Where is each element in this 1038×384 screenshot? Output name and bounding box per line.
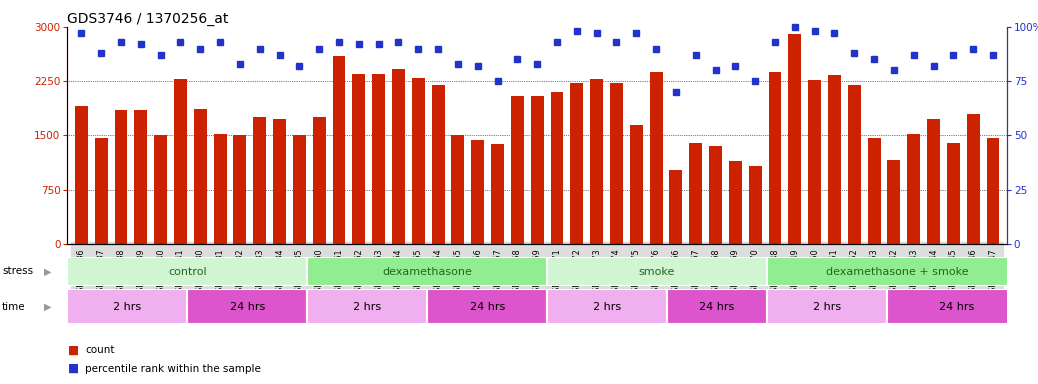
Text: 2 hrs: 2 hrs — [813, 302, 841, 312]
Bar — [907, 134, 920, 244]
Bar — [511, 96, 524, 244]
Text: 2 hrs: 2 hrs — [353, 302, 381, 312]
Bar — [670, 170, 682, 244]
Bar — [312, 117, 326, 244]
Bar — [155, 135, 167, 244]
Bar — [689, 143, 702, 244]
Bar — [174, 79, 187, 244]
Bar — [887, 160, 900, 244]
Bar — [452, 136, 464, 244]
Bar — [828, 74, 841, 244]
Bar — [491, 144, 504, 244]
Bar — [868, 137, 880, 244]
Text: control: control — [168, 266, 207, 277]
Text: 2 hrs: 2 hrs — [113, 302, 141, 312]
Text: stress: stress — [2, 266, 33, 276]
Bar — [630, 124, 643, 244]
Bar — [75, 106, 88, 244]
Bar — [966, 114, 980, 244]
Bar — [709, 146, 722, 244]
Bar — [789, 34, 801, 244]
Bar — [729, 161, 742, 244]
Bar — [591, 79, 603, 244]
Bar — [67, 289, 188, 324]
Bar — [194, 109, 207, 244]
Bar — [570, 83, 583, 244]
Bar — [392, 69, 405, 244]
Bar — [927, 119, 940, 244]
Text: ▶: ▶ — [44, 302, 51, 312]
Bar — [412, 78, 425, 244]
Bar — [352, 74, 365, 244]
Bar — [307, 289, 428, 324]
Bar — [234, 136, 246, 244]
Bar — [293, 135, 306, 244]
Text: ■: ■ — [67, 344, 79, 357]
Bar — [767, 257, 1027, 286]
Bar — [94, 137, 108, 244]
Text: 24 hrs: 24 hrs — [469, 302, 504, 312]
Bar — [373, 74, 385, 244]
Text: count: count — [85, 345, 114, 355]
Bar — [428, 289, 547, 324]
Bar — [134, 110, 147, 244]
Bar — [947, 143, 960, 244]
Bar — [550, 92, 564, 244]
Bar — [273, 119, 285, 244]
Text: dexamethasone + smoke: dexamethasone + smoke — [825, 266, 968, 277]
Bar — [768, 72, 782, 244]
Text: percentile rank within the sample: percentile rank within the sample — [85, 364, 261, 374]
Bar — [809, 79, 821, 244]
Text: 2 hrs: 2 hrs — [593, 302, 621, 312]
Bar — [114, 110, 128, 244]
Bar — [986, 137, 1000, 244]
Bar — [432, 85, 444, 244]
Bar — [767, 289, 886, 324]
Bar — [332, 56, 346, 244]
Text: 24 hrs: 24 hrs — [700, 302, 735, 312]
Text: smoke: smoke — [639, 266, 676, 277]
Bar — [650, 72, 662, 244]
Bar — [547, 257, 767, 286]
Bar — [307, 257, 547, 286]
Text: GDS3746 / 1370256_at: GDS3746 / 1370256_at — [67, 12, 228, 26]
Bar — [547, 289, 667, 324]
Bar — [530, 96, 544, 244]
Text: 24 hrs: 24 hrs — [229, 302, 265, 312]
Text: ■: ■ — [67, 362, 79, 375]
Text: ▶: ▶ — [44, 266, 51, 276]
Bar — [748, 166, 762, 244]
Bar — [214, 134, 226, 244]
Bar — [471, 141, 484, 244]
Bar — [67, 257, 307, 286]
Text: dexamethasone: dexamethasone — [382, 266, 472, 277]
Bar — [667, 289, 767, 324]
Bar — [253, 117, 266, 244]
Bar — [886, 289, 1027, 324]
Bar — [848, 85, 861, 244]
Text: time: time — [2, 302, 26, 312]
Text: 24 hrs: 24 hrs — [939, 302, 975, 312]
Bar — [188, 289, 307, 324]
Bar — [610, 83, 623, 244]
